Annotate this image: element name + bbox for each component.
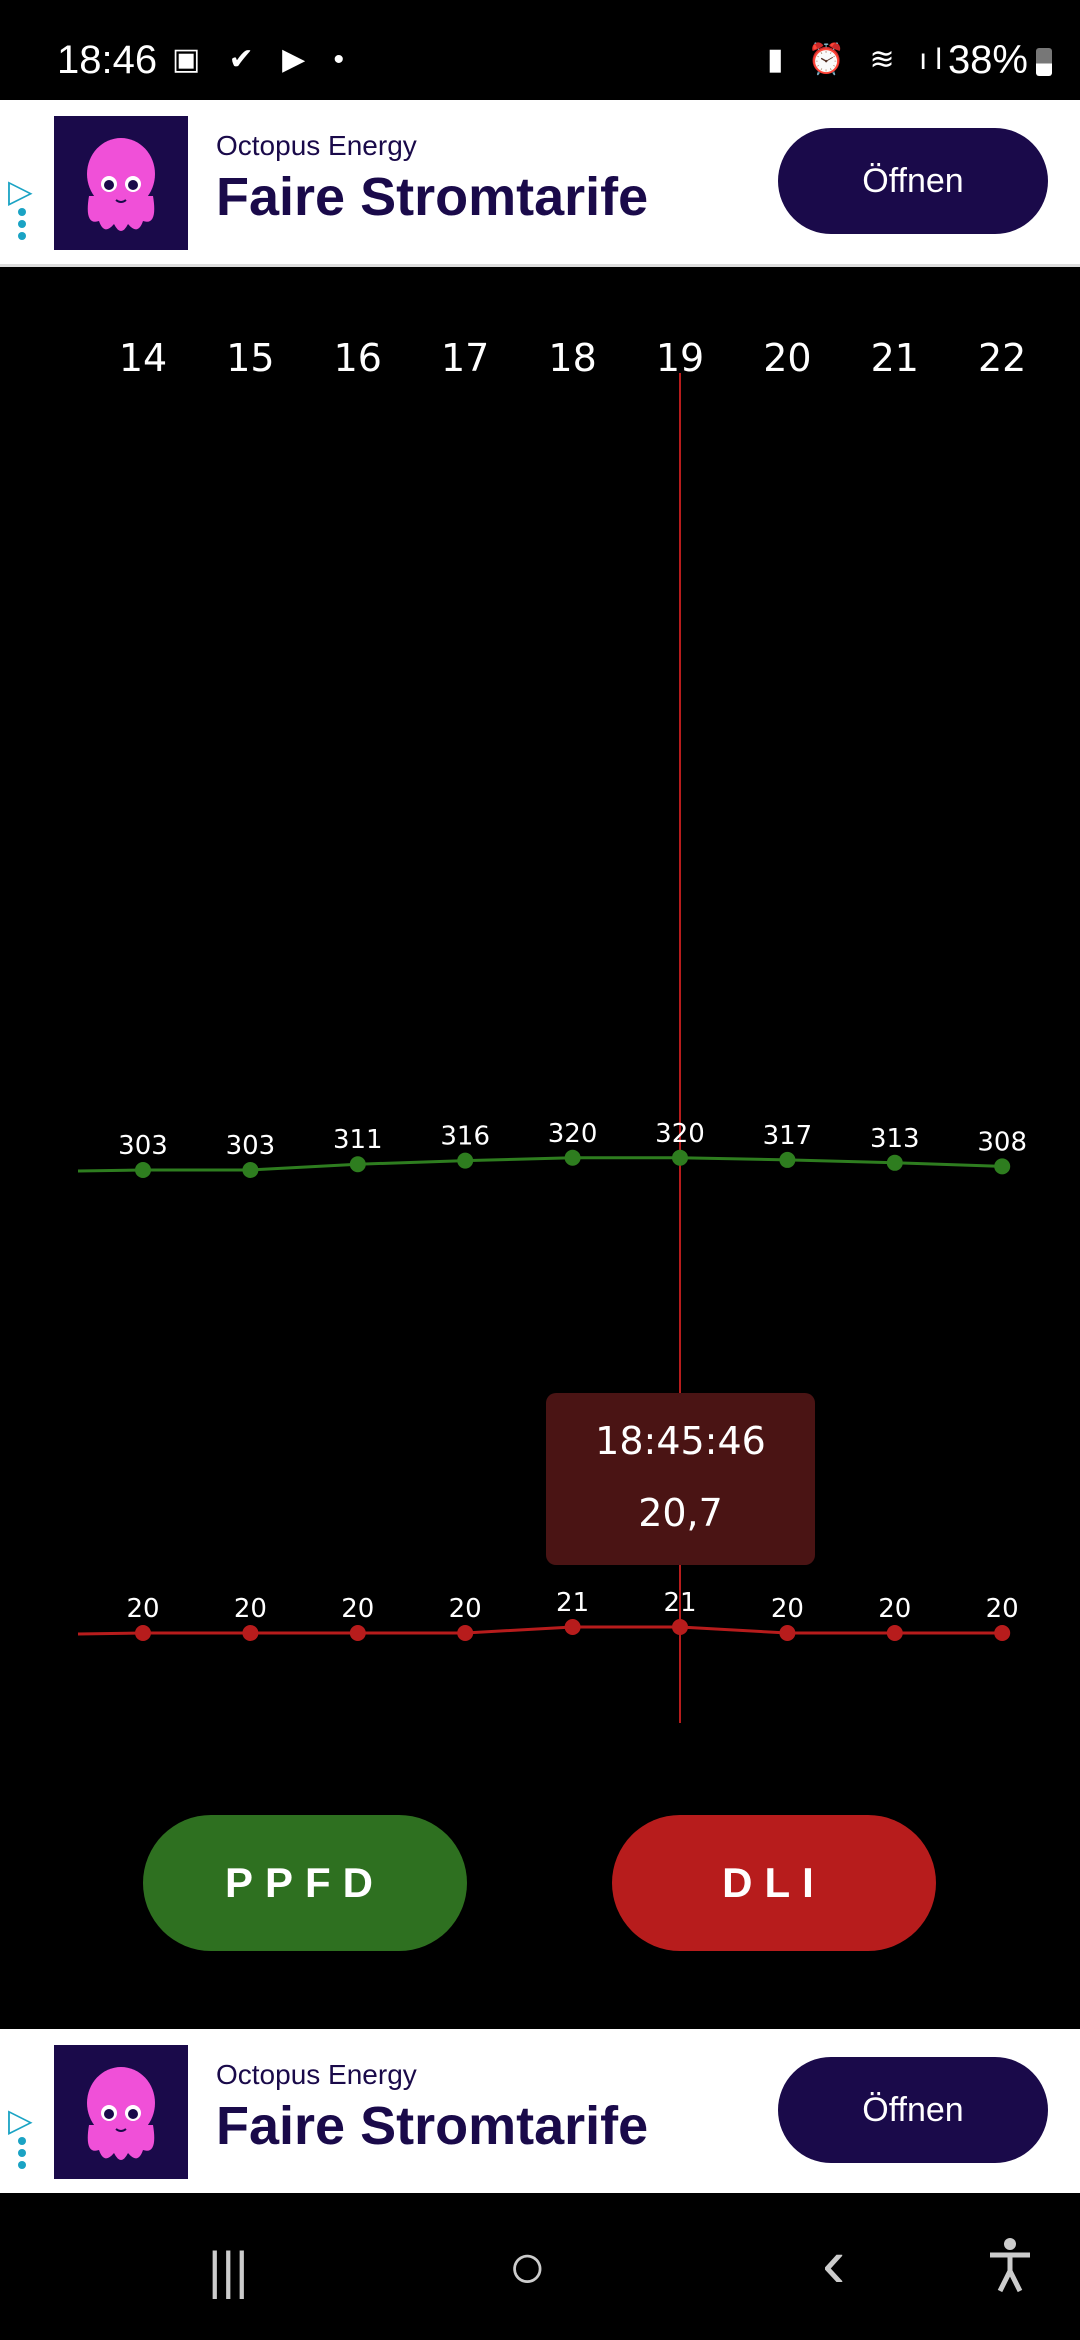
dli-point[interactable] xyxy=(994,1625,1011,1641)
ppfd-data-label: 303 xyxy=(118,1131,168,1161)
ppfd-data-label: 303 xyxy=(226,1131,276,1161)
ad-headline: Faire Stromtarife xyxy=(216,2096,649,2156)
x-tick-label: 20 xyxy=(763,336,812,380)
ppfd-point[interactable] xyxy=(135,1162,151,1178)
octopus-logo xyxy=(54,2045,188,2179)
dli-data-label: 20 xyxy=(878,1594,911,1624)
dli-data-label: 20 xyxy=(341,1594,374,1624)
dli-point[interactable] xyxy=(886,1625,903,1641)
home-button[interactable]: ○ xyxy=(508,2230,547,2302)
ppfd-point[interactable] xyxy=(886,1154,903,1171)
dli-point[interactable] xyxy=(672,1619,688,1635)
ad-banner-bottom[interactable]: ▷ Octopus Energy Faire Stromtarife Öffne… xyxy=(0,2029,1080,2196)
ppfd-data-label: 320 xyxy=(548,1119,598,1149)
octopus-logo xyxy=(54,116,188,250)
dli-data-label: 21 xyxy=(556,1588,589,1618)
dli-data-label: 20 xyxy=(771,1594,804,1624)
clock: 18:46 xyxy=(57,38,158,82)
chart-tooltip: 18:45:46 20,7 xyxy=(546,1393,815,1565)
dli-data-label: 20 xyxy=(449,1594,482,1624)
dli-point[interactable] xyxy=(457,1625,474,1641)
ppfd-point[interactable] xyxy=(672,1149,688,1166)
notification-icons: ▣ ✔ ▶ • xyxy=(172,43,355,76)
ad-menu-icon[interactable] xyxy=(18,208,26,244)
ppfd-button[interactable]: PPFD xyxy=(143,1815,467,1951)
system-icons: ▮ ⏰ ≋ ıl xyxy=(766,43,950,76)
adchoices-icon[interactable]: ▷ xyxy=(8,173,33,209)
dli-data-label: 20 xyxy=(234,1594,267,1624)
ppfd-data-label: 311 xyxy=(333,1125,383,1155)
ppfd-point[interactable] xyxy=(779,1151,796,1168)
ppfd-point[interactable] xyxy=(349,1156,366,1173)
battery-icon xyxy=(1036,48,1052,76)
tooltip-time: 18:45:46 xyxy=(595,1419,766,1463)
ad-open-button[interactable]: Öffnen xyxy=(778,128,1048,234)
ppfd-data-label: 320 xyxy=(655,1119,705,1149)
adchoices-icon[interactable]: ▷ xyxy=(8,2102,33,2138)
ppfd-series-line xyxy=(77,1156,1003,1173)
tooltip-value: 20,7 xyxy=(638,1491,723,1535)
x-tick-label: 22 xyxy=(978,336,1027,380)
x-tick-label: 19 xyxy=(655,336,705,380)
navigation-bar: ||| ○ ‹ xyxy=(0,2193,1080,2340)
ad-open-button[interactable]: Öffnen xyxy=(778,2057,1048,2163)
recents-button[interactable]: ||| xyxy=(208,2242,249,2300)
x-tick-label: 15 xyxy=(226,336,275,380)
x-tick-label: 21 xyxy=(870,336,919,380)
dli-point[interactable] xyxy=(242,1625,259,1641)
ppfd-data-label: 308 xyxy=(977,1127,1027,1157)
ppfd-data-label: 316 xyxy=(440,1122,490,1152)
accessibility-icon[interactable] xyxy=(988,2237,1032,2306)
ad-brand: Octopus Energy xyxy=(216,130,417,161)
dli-data-label: 20 xyxy=(986,1594,1019,1624)
x-tick-label: 17 xyxy=(441,336,490,380)
ppfd-point[interactable] xyxy=(564,1149,581,1166)
dli-point[interactable] xyxy=(779,1625,796,1641)
ad-headline: Faire Stromtarife xyxy=(216,167,649,227)
dli-point[interactable] xyxy=(135,1625,151,1641)
x-tick-label: 16 xyxy=(333,336,382,380)
ppfd-point[interactable] xyxy=(242,1162,259,1178)
ppfd-data-label: 313 xyxy=(870,1124,920,1154)
dli-series-line xyxy=(77,1625,1003,1636)
dli-point[interactable] xyxy=(564,1619,581,1635)
dli-point[interactable] xyxy=(349,1625,366,1641)
ppfd-data-label: 317 xyxy=(763,1121,813,1151)
ppfd-point[interactable] xyxy=(994,1158,1011,1175)
dli-button[interactable]: DLI xyxy=(612,1815,936,1951)
dli-data-label: 20 xyxy=(126,1594,159,1624)
ad-banner-top[interactable]: ▷ Octopus Energy Faire Stromtarife Öffne… xyxy=(0,100,1080,267)
back-button[interactable]: ‹ xyxy=(822,2224,846,2302)
battery-level: 38% xyxy=(947,38,1028,82)
x-tick-label: 18 xyxy=(548,336,597,380)
status-bar: 18:46 ▣ ✔ ▶ • ▮ ⏰ ≋ ıl 38% xyxy=(0,0,1080,100)
ad-menu-icon[interactable] xyxy=(18,2137,26,2173)
ad-brand: Octopus Energy xyxy=(216,2059,417,2090)
ppfd-point[interactable] xyxy=(457,1152,474,1169)
x-tick-label: 14 xyxy=(118,336,168,380)
dli-data-label: 21 xyxy=(663,1588,696,1618)
